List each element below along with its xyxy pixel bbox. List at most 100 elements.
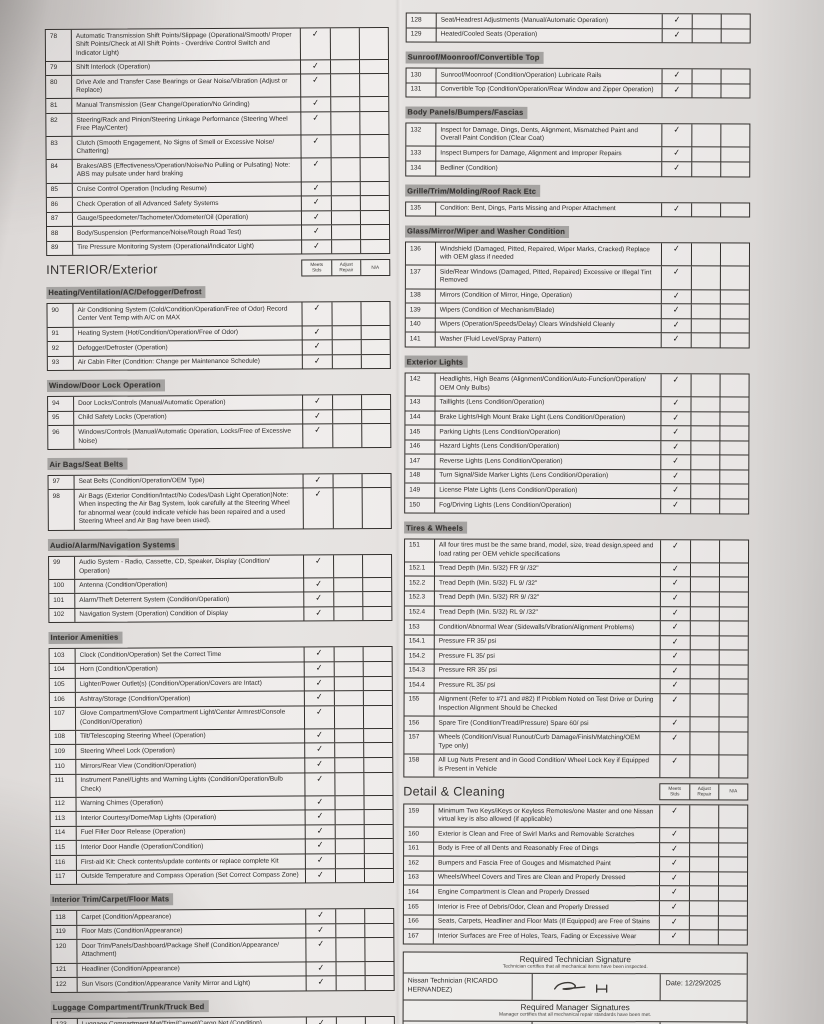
row-description: Alarm/Theft Deterrent System (Condition/…	[75, 592, 305, 608]
checkbox-adjust-repair	[331, 325, 361, 340]
row-description: Door Trim/Panels/Dashboard/Package Shelf…	[77, 938, 307, 963]
row-description: Body is Free of all Dents and Reasonably…	[434, 842, 661, 857]
check-mark-icon: ✓	[311, 136, 321, 147]
checklist-row-group: 103 Clock (Condition/Operation) Set the C…	[48, 646, 395, 886]
check-mark-icon: ✓	[315, 796, 325, 808]
technician-signature-header: Required Technician Signature Technician…	[403, 952, 747, 975]
checkbox-adjust-repair	[333, 577, 363, 592]
checklist-row: 122 Sun Visors (Condition/Appearance Vani…	[51, 975, 394, 992]
row-number: 81	[46, 99, 73, 114]
checklist-row: 96 Windows/Controls (Manual/Automatic Ope…	[48, 423, 391, 449]
check-mark-icon: ✓	[316, 840, 325, 852]
row-number: 78	[45, 29, 72, 61]
row-number: 139	[405, 303, 436, 318]
row-number: 154.3	[404, 664, 435, 678]
checkbox-meets-stds: ✓	[301, 136, 330, 158]
checkbox-na	[719, 289, 749, 304]
row-description: Parking Lights (Lens Condition/Operation…	[435, 425, 662, 440]
row-number: 114	[50, 826, 77, 841]
check-column-header-label: N/A	[371, 265, 380, 271]
technician-signature-subtitle: Technician certifies that all mechanical…	[502, 964, 648, 970]
row-number: 84	[46, 160, 73, 183]
checklist-row: 88 Body/Suspension (Performance/Noise/Rou…	[47, 224, 390, 241]
checkbox-adjust-repair	[689, 755, 719, 778]
checkbox-na	[362, 554, 392, 577]
check-mark-icon: ✓	[311, 113, 320, 124]
row-number: 164	[403, 885, 434, 900]
checkbox-adjust-repair	[330, 158, 360, 181]
checklist-row: 119 Floor Mats (Condition/Appearance) ✓	[51, 922, 394, 940]
row-description: Luggage Compartment Mat/Trim/Carpet/Carg…	[77, 1017, 307, 1024]
row-number: 159	[404, 804, 435, 827]
checkbox-na	[719, 397, 749, 412]
check-mark-icon: ✓	[670, 916, 679, 928]
checkbox-meets-stds: ✓	[307, 976, 336, 990]
section-header-label: Interior Trim/Carpet/Floor Mats	[50, 893, 174, 906]
row-number: 101	[49, 594, 76, 608]
checkbox-na	[717, 872, 748, 887]
row-description: Sun Visors (Condition/Appearance Vanity …	[77, 976, 307, 992]
checkbox-na	[361, 395, 391, 410]
checklist-row-group: 90 Air Conditioning System (Cold/Conditio…	[46, 301, 391, 372]
row-description: Alignment (Refer to #71 and #82) If Prob…	[434, 693, 661, 717]
checklist-row: 93 Air Cabin Filter (Condition: Change pe…	[47, 353, 390, 371]
checkbox-meets-stds: ✓	[662, 84, 691, 98]
row-description: Tire Pressure Monitoring System (Operati…	[73, 240, 303, 256]
check-column-header-label: Meets Stds	[310, 263, 324, 274]
checkbox-meets-stds: ✓	[303, 340, 332, 354]
checklist-row: 82 Steering/Rack and Pinion/Steering Link…	[46, 111, 389, 137]
check-mark-icon: ✓	[312, 211, 321, 223]
check-mark-icon: ✓	[672, 319, 681, 331]
check-mark-icon: ✓	[311, 29, 320, 40]
checkbox-na	[718, 755, 748, 778]
check-mark-icon: ✓	[672, 244, 681, 255]
checklist-row: 104 Horn (Condition/Operation) ✓	[49, 660, 392, 678]
checkbox-meets-stds: ✓	[661, 578, 690, 592]
checkbox-adjust-repair	[335, 938, 365, 961]
check-mark-icon: ✓	[671, 397, 681, 409]
row-number: 138	[405, 288, 436, 303]
row-description: Tread Depth (Min. 5/32) RL 9/ /32"	[434, 606, 661, 621]
section-header-label: Tires & Wheels	[404, 521, 468, 534]
row-number: 110	[50, 759, 77, 774]
checkbox-meets-stds: ✓	[303, 396, 332, 410]
checkbox-meets-stds: ✓	[661, 470, 690, 484]
row-description: Wipers (Condition of Mechanism/Blade)	[435, 303, 662, 318]
section-header-band: Interior Amenities	[48, 625, 392, 645]
checklist-row: 101 Alarm/Theft Deterrent System (Conditi…	[49, 591, 392, 608]
check-mark-icon: ✓	[671, 651, 680, 662]
checkbox-meets-stds: ✓	[663, 69, 692, 83]
checkbox-meets-stds: ✓	[301, 98, 330, 112]
row-description: Wipers (Operation/Speeds/Delay) Clears W…	[435, 318, 662, 333]
checkbox-meets-stds: ✓	[304, 593, 333, 607]
row-number: 152.3	[404, 591, 435, 606]
checklist-row: 121 Headliner (Condition/Appearance) ✓	[51, 960, 394, 978]
row-number: 131	[406, 83, 437, 97]
checkbox-meets-stds: ✓	[660, 887, 689, 901]
checkbox-adjust-repair	[332, 473, 362, 488]
checkbox-na	[359, 74, 389, 97]
checkbox-adjust-repair	[329, 59, 360, 74]
checkbox-na	[718, 665, 748, 679]
row-number: 111	[50, 774, 77, 797]
checkbox-meets-stds: ✓	[661, 456, 690, 470]
row-description: Horn (Condition/Operation)	[75, 662, 305, 678]
checklist-row: 120 Door Trim/Panels/Dashboard/Package Sh…	[51, 937, 394, 963]
checkbox-adjust-repair	[331, 239, 361, 254]
check-mark-icon: ✓	[671, 500, 680, 511]
checkbox-na	[363, 868, 394, 883]
checkbox-adjust-repair	[331, 340, 361, 355]
checklist-row: 144 Brake Lights/High Mount Brake Light (…	[405, 410, 749, 426]
checklist-row: 110 Mirrors/Rear View (Condition/Operatio…	[50, 756, 393, 774]
row-description: License Plate Lights (Lens Condition/Ope…	[435, 484, 662, 499]
row-description: Heated/Cooled Seats (Operation)	[436, 28, 663, 43]
row-description: Manual Transmission (Gear Change/Operati…	[72, 97, 302, 113]
paper-shadow-right	[754, 0, 824, 1024]
checkbox-adjust-repair	[335, 976, 365, 990]
checklist-row: 161 Body is Free of all Dents and Reasona…	[404, 841, 748, 857]
check-mark-icon: ✓	[672, 267, 681, 279]
checkbox-na	[364, 1016, 394, 1024]
section-header-band: Tires & Wheels	[404, 517, 749, 536]
checkbox-meets-stds: ✓	[304, 488, 333, 527]
